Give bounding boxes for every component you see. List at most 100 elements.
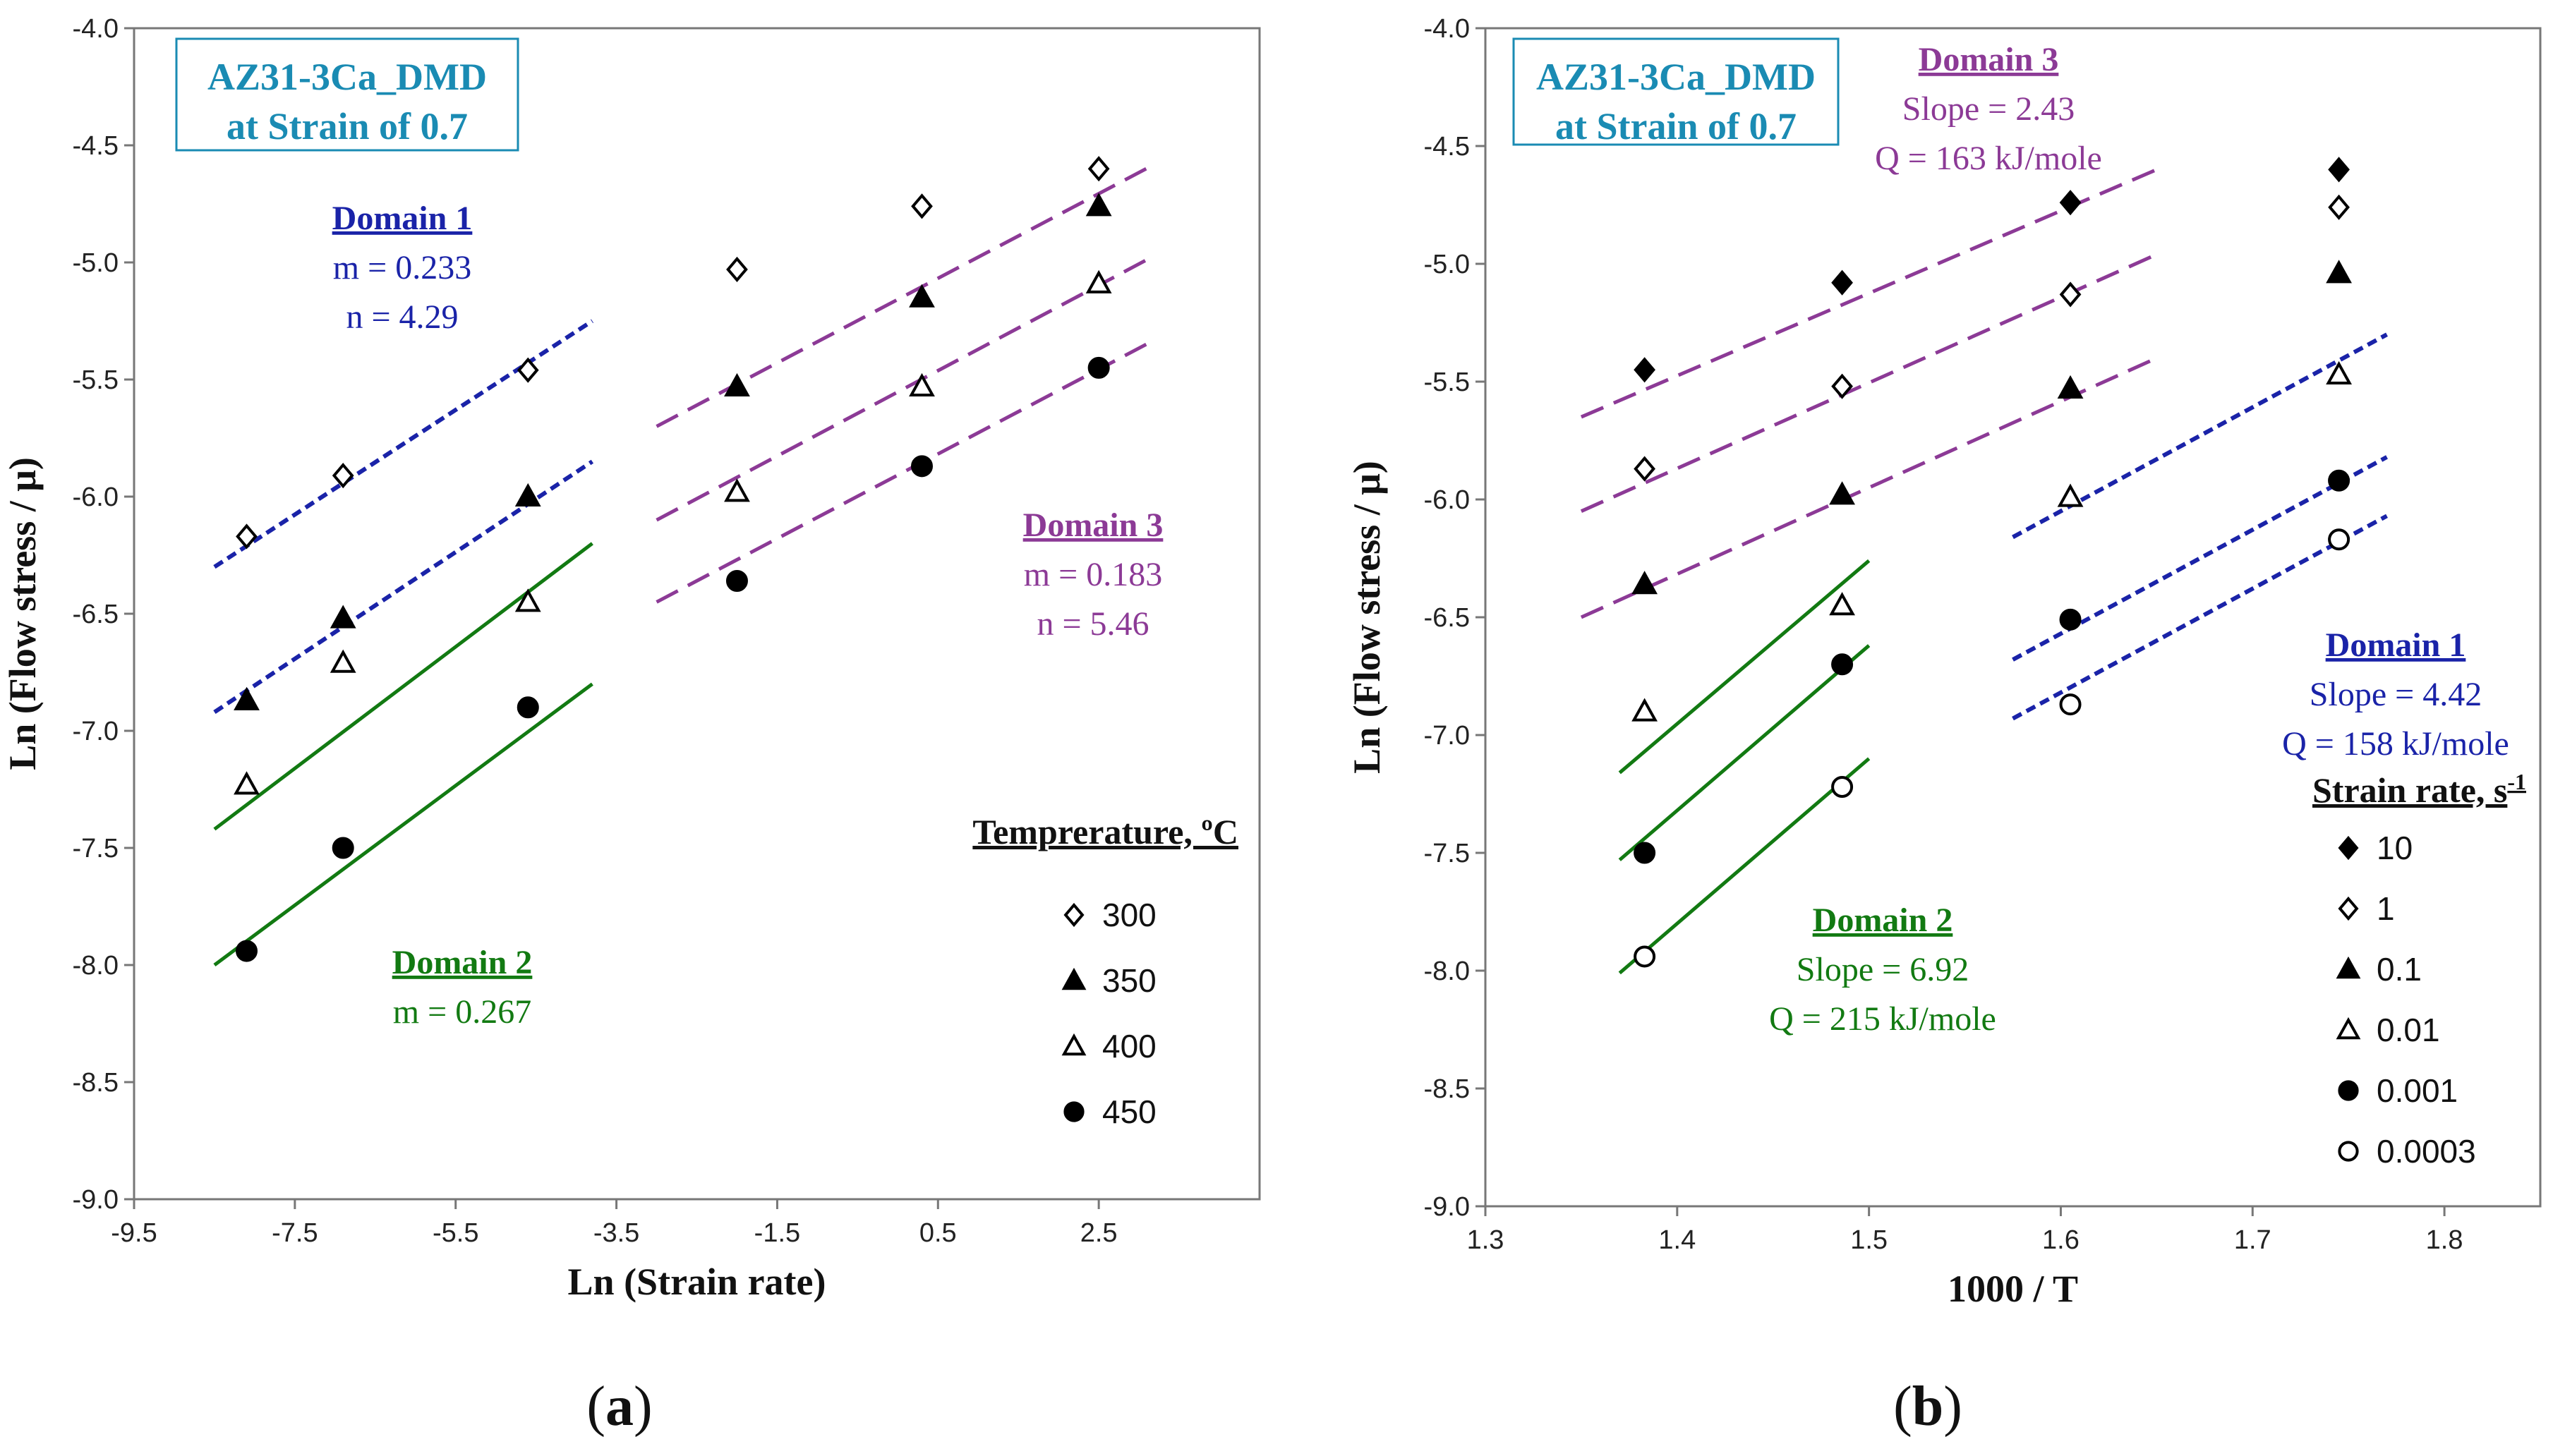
legend-label: 450 xyxy=(1102,1093,1157,1130)
series-350 xyxy=(234,193,1112,710)
data-point xyxy=(911,193,933,219)
legend-label: 0.1 xyxy=(2377,951,2422,988)
legend-title: Strain rate, s-1 xyxy=(2312,769,2526,810)
y-tick-label: -8.0 xyxy=(73,951,119,981)
x-tick-label: 1.5 xyxy=(1850,1225,1888,1255)
y-tick-label: -7.0 xyxy=(73,717,119,746)
x-tick-label: 0.5 xyxy=(919,1218,957,1248)
panel-b-chart: -4.0 -4.5 -5.0 -5.5 -6.0 -6.5 -7.0 -7.5 -8.0 -8.5… xyxy=(1346,14,2542,1310)
data-point xyxy=(236,523,258,550)
y-tick-label: -9.0 xyxy=(73,1185,119,1215)
y-tick-label: -4.5 xyxy=(1424,132,1470,162)
plot-area xyxy=(133,27,1261,1201)
y-tick-label: -4.0 xyxy=(73,14,119,44)
y-tick-label: -7.5 xyxy=(1424,839,1470,868)
data-point xyxy=(724,372,750,396)
series-450 xyxy=(236,356,1110,962)
data-point xyxy=(1634,357,1655,383)
legend-title-sup: -1 xyxy=(2507,769,2526,794)
data-point xyxy=(1831,269,1853,296)
domain-3-heading: Domain 3 xyxy=(1023,506,1164,544)
y-tick-label: -7.0 xyxy=(1424,721,1470,751)
data-point xyxy=(1631,698,1658,722)
x-tick-label: 1.7 xyxy=(2234,1225,2271,1255)
data-point xyxy=(2057,483,2084,507)
data-point xyxy=(1085,269,1112,293)
x-tick-label: 1.8 xyxy=(2426,1225,2463,1255)
data-point xyxy=(1829,592,1855,616)
plot-area xyxy=(1484,27,2542,1208)
data-point xyxy=(332,463,354,489)
y-axis-title: Ln (Flow stress / μ) xyxy=(1346,461,1388,774)
legend-marker xyxy=(2338,835,2359,861)
legend-marker xyxy=(2338,1080,2359,1101)
data-point xyxy=(234,686,260,710)
panel-a-letter: a xyxy=(605,1376,634,1438)
series-1 xyxy=(1634,194,2350,482)
x-tick-label: 1.6 xyxy=(2042,1225,2080,1255)
fit-line-domain-3 xyxy=(656,253,1157,522)
x-tick-label: -5.5 xyxy=(433,1218,478,1248)
data-point xyxy=(1829,481,1855,505)
fit-line-domain-2 xyxy=(213,682,593,967)
data-point xyxy=(725,570,748,593)
domain-3-value: n = 5.46 xyxy=(1037,605,1149,643)
y-tick-label: -4.0 xyxy=(1424,14,1470,44)
domain-1-value: Slope = 4.42 xyxy=(2310,676,2482,713)
legend-title: Temprerature, ºC xyxy=(972,812,1238,851)
fit-line-domain-3 xyxy=(656,338,1157,604)
domain-2-heading: Domain 2 xyxy=(392,944,533,981)
data-point xyxy=(1831,775,1854,798)
series-0.001 xyxy=(1634,469,2350,864)
y-tick-label: -5.0 xyxy=(1424,250,1470,279)
domain-2-value: Slope = 6.92 xyxy=(1797,951,1969,988)
fit-line-domain-1 xyxy=(2012,514,2388,721)
y-tick-label: -5.5 xyxy=(73,365,119,395)
domain-1-heading: Domain 1 xyxy=(332,200,473,237)
domain-1-heading: Domain 1 xyxy=(2326,626,2466,664)
data-point xyxy=(2328,157,2350,183)
title-box xyxy=(1512,37,1840,146)
legend-label: 10 xyxy=(2377,830,2413,866)
y-tick-label: -6.5 xyxy=(73,600,119,629)
data-point xyxy=(234,771,260,795)
data-point xyxy=(1631,571,1658,595)
title-box-line: at Strain of 0.7 xyxy=(1555,105,1797,147)
series-10 xyxy=(1634,157,2350,383)
y-axis-title: Ln (Flow stress / μ) xyxy=(1,457,44,770)
legend-title-text: Strain rate, s xyxy=(2312,770,2507,810)
x-tick-label: 1.4 xyxy=(1658,1225,1696,1255)
legend-label: 0.01 xyxy=(2377,1012,2440,1048)
data-point xyxy=(332,837,354,859)
legend-marker xyxy=(1063,902,1085,928)
domain-1-value: n = 4.29 xyxy=(346,298,458,336)
fit-line-domain-2 xyxy=(1618,644,1871,861)
data-point xyxy=(2059,190,2082,216)
title-box xyxy=(175,37,519,152)
title-box-line: at Strain of 0.7 xyxy=(227,105,468,147)
data-point xyxy=(2328,469,2350,492)
domain-1-value: Q = 158 kJ/mole xyxy=(2282,725,2509,763)
domain-1-value: m = 0.233 xyxy=(333,249,471,286)
data-point xyxy=(330,605,356,629)
x-tick-label: -9.5 xyxy=(111,1218,157,1248)
data-point xyxy=(2326,360,2352,384)
legend-marker xyxy=(1061,1033,1087,1056)
y-tick-label: -6.0 xyxy=(73,483,119,512)
data-point xyxy=(514,588,541,612)
legend-marker xyxy=(2338,1141,2359,1162)
domain-2-value: Q = 215 kJ/mole xyxy=(1769,1000,1996,1038)
data-point xyxy=(2059,693,2082,716)
data-point xyxy=(1634,842,1656,864)
data-point xyxy=(236,940,258,962)
data-point xyxy=(2328,194,2350,220)
domain-2-value: m = 0.267 xyxy=(393,993,531,1031)
data-point xyxy=(2328,528,2350,551)
domain-3-heading: Domain 3 xyxy=(1919,41,2059,78)
legend-label: 300 xyxy=(1102,897,1157,933)
legend-marker xyxy=(2336,956,2361,979)
data-point xyxy=(517,357,539,383)
series-400 xyxy=(234,269,1112,795)
y-tick-label: -5.5 xyxy=(1424,368,1470,397)
panel-b-letter: b xyxy=(1912,1376,1944,1438)
